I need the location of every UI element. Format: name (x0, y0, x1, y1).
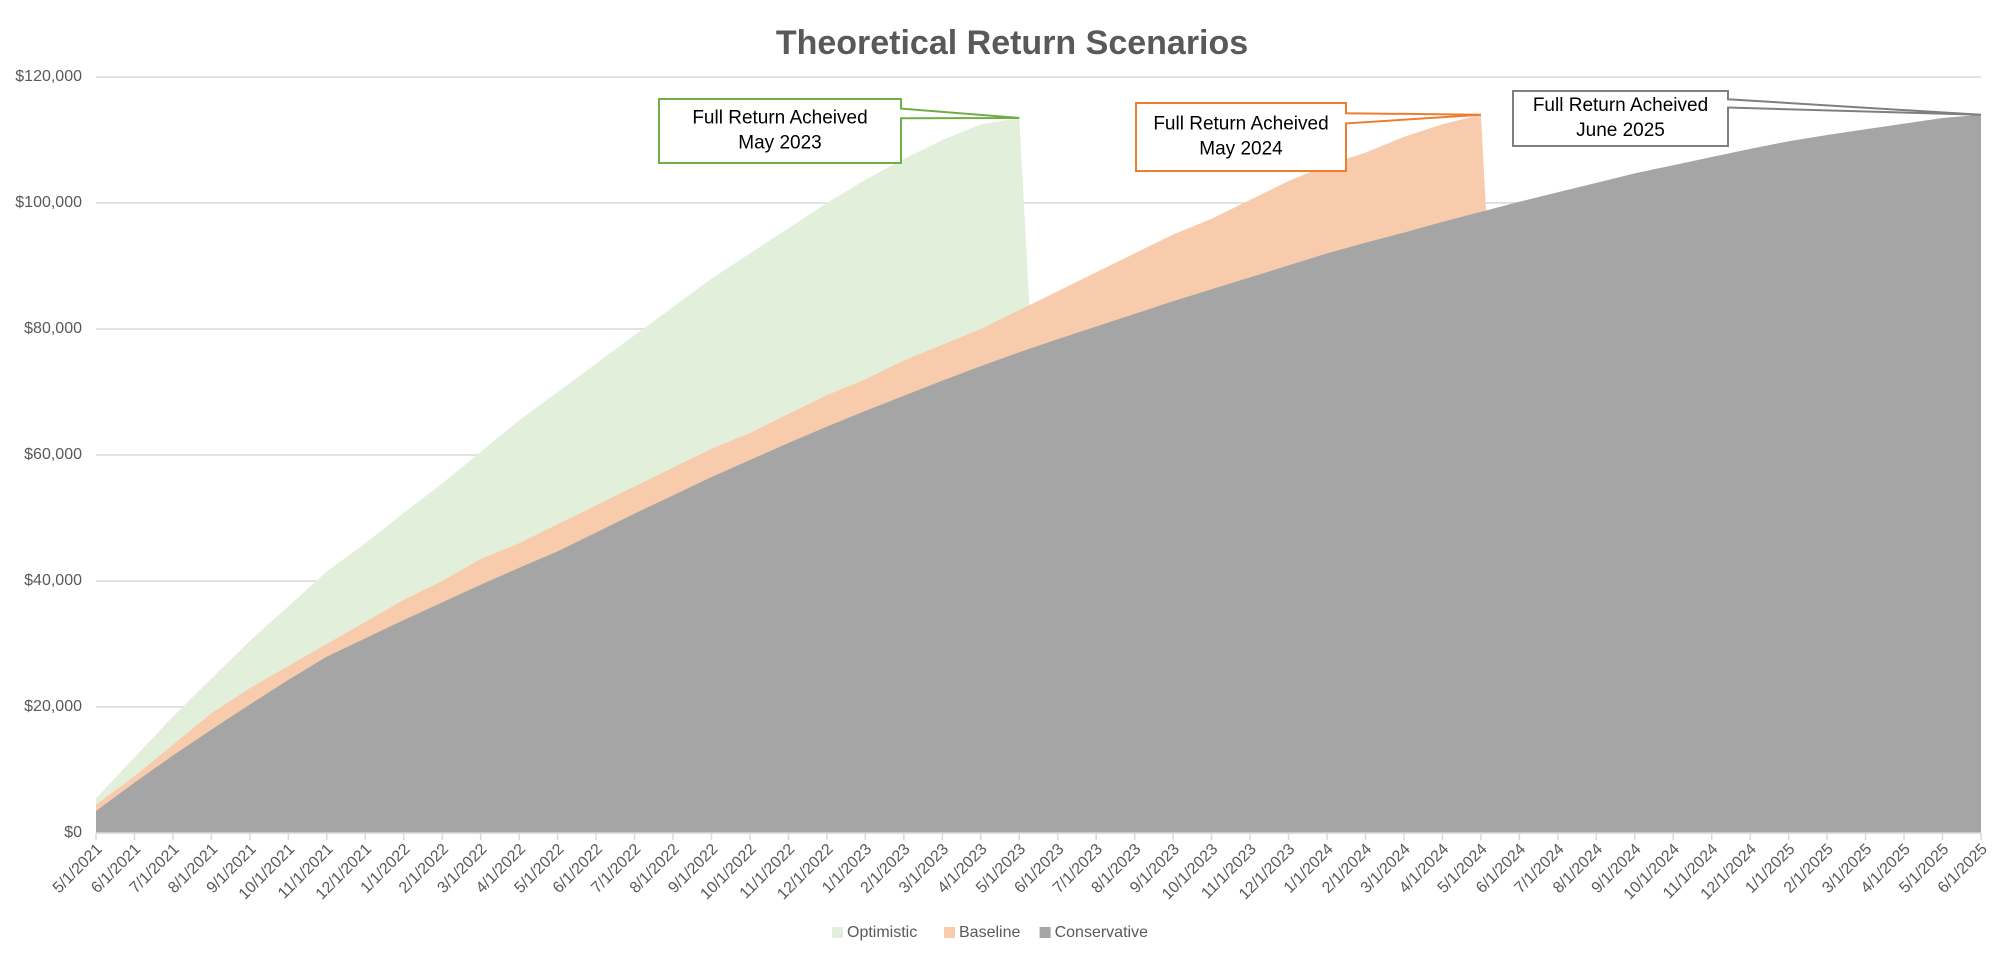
y-tick-label: $20,000 (24, 698, 82, 715)
legend-swatch (1039, 927, 1051, 938)
annotation-text: Full Return Acheived (1533, 95, 1708, 116)
callout (658, 98, 1020, 164)
callout (1135, 102, 1481, 172)
chart-title: Theoretical Return Scenarios (776, 24, 1248, 62)
y-tick-label: $0 (64, 824, 82, 841)
legend-label: Baseline (959, 924, 1020, 941)
y-tick-label: $120,000 (15, 68, 82, 85)
annotation-text: May 2024 (1199, 139, 1283, 160)
y-tick-label: $40,000 (24, 572, 82, 589)
legend-swatch (832, 927, 843, 938)
area (96, 114, 1981, 834)
y-tick-label: $80,000 (24, 320, 82, 337)
annotation-text: June 2025 (1576, 120, 1665, 141)
areas (96, 114, 1981, 834)
y-tick-label: $100,000 (15, 194, 82, 211)
annotation-text: Full Return Acheived (1153, 114, 1328, 135)
y-tick-label: $60,000 (24, 446, 82, 463)
annotations: Full Return Acheived May 2023 Full Return … (658, 90, 1982, 172)
annotation-text: May 2023 (738, 133, 821, 154)
legend-label: Optimistic (847, 924, 917, 941)
legend-label: Conservative (1055, 924, 1148, 941)
annotation-text: Full Return Acheived (692, 108, 867, 129)
legend-swatch (944, 927, 955, 938)
callout (1512, 90, 1982, 147)
